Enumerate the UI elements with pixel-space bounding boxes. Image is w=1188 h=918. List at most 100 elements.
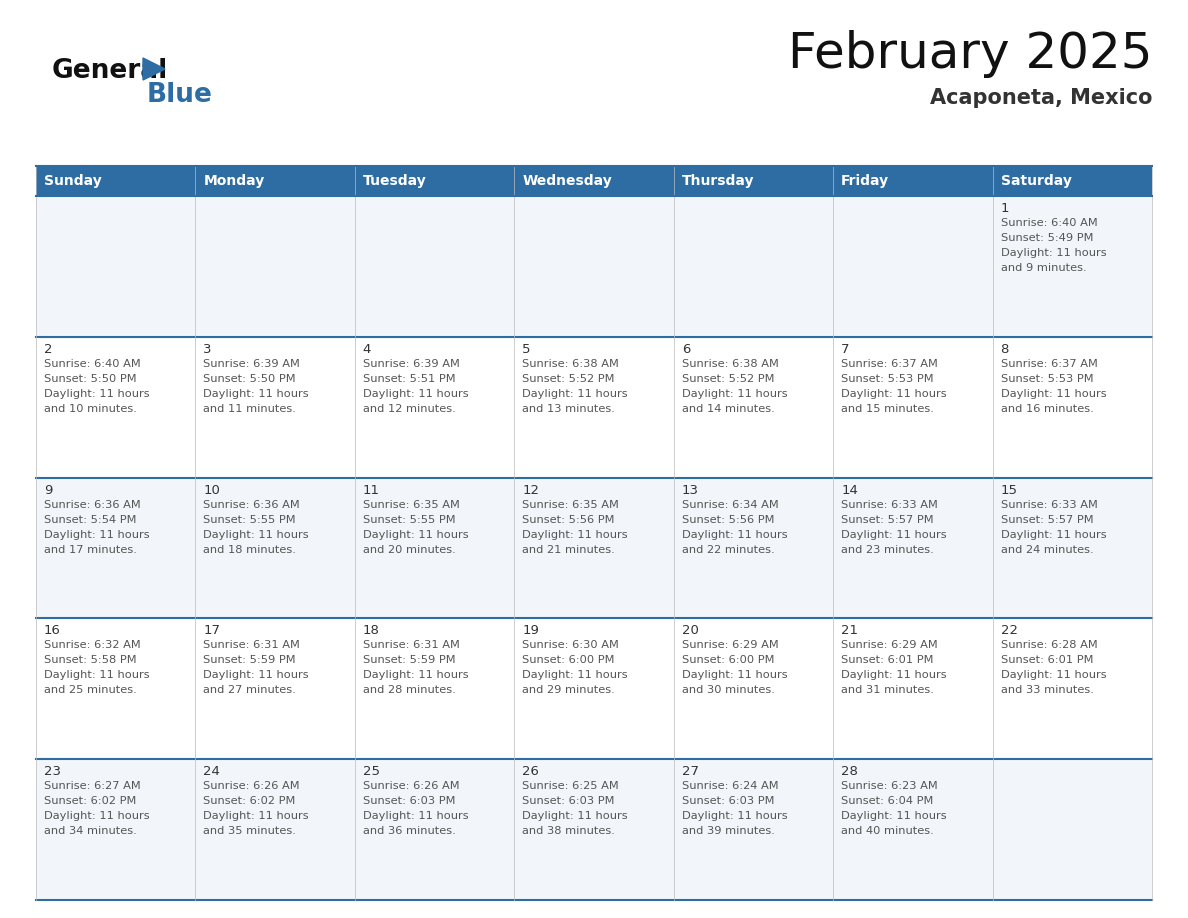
Text: Sunrise: 6:27 AM: Sunrise: 6:27 AM [44,781,140,791]
Text: Sunset: 5:55 PM: Sunset: 5:55 PM [362,515,455,524]
Bar [833,619,992,759]
Text: 6: 6 [682,342,690,356]
Bar [36,619,196,759]
Text: Sunset: 5:52 PM: Sunset: 5:52 PM [523,374,614,384]
Text: 8: 8 [1000,342,1009,356]
Text: and 31 minutes.: and 31 minutes. [841,686,934,696]
Text: 18: 18 [362,624,380,637]
Text: 28: 28 [841,766,858,778]
Text: Daylight: 11 hours: Daylight: 11 hours [203,530,309,540]
Bar [36,337,196,477]
Text: 19: 19 [523,624,539,637]
Text: and 21 minutes.: and 21 minutes. [523,544,615,554]
Text: Sunset: 5:57 PM: Sunset: 5:57 PM [1000,515,1093,524]
Text: Daylight: 11 hours: Daylight: 11 hours [44,812,150,822]
Text: Sunrise: 6:35 AM: Sunrise: 6:35 AM [523,499,619,509]
Text: Sunrise: 6:26 AM: Sunrise: 6:26 AM [362,781,460,791]
Text: and 20 minutes.: and 20 minutes. [362,544,456,554]
Text: Sunset: 6:00 PM: Sunset: 6:00 PM [523,655,614,666]
Text: Sunset: 5:50 PM: Sunset: 5:50 PM [44,374,137,384]
Text: and 23 minutes.: and 23 minutes. [841,544,934,554]
Text: 15: 15 [1000,484,1018,497]
Text: February 2025: February 2025 [788,30,1152,78]
Bar [36,759,196,900]
Text: Sunrise: 6:29 AM: Sunrise: 6:29 AM [841,641,937,650]
Text: 26: 26 [523,766,539,778]
Bar [674,196,833,337]
Text: Sunset: 5:59 PM: Sunset: 5:59 PM [203,655,296,666]
Text: Sunrise: 6:35 AM: Sunrise: 6:35 AM [362,499,460,509]
Bar [992,337,1152,477]
Text: 21: 21 [841,624,858,637]
Text: Daylight: 11 hours: Daylight: 11 hours [203,670,309,680]
Text: Sunrise: 6:29 AM: Sunrise: 6:29 AM [682,641,778,650]
Text: Daylight: 11 hours: Daylight: 11 hours [682,530,788,540]
Bar [355,619,514,759]
Text: Daylight: 11 hours: Daylight: 11 hours [841,812,947,822]
Text: Sunset: 5:53 PM: Sunset: 5:53 PM [1000,374,1093,384]
Text: Thursday: Thursday [682,174,754,188]
Bar [355,477,514,619]
Bar [674,477,833,619]
Text: Sunset: 6:02 PM: Sunset: 6:02 PM [203,796,296,806]
Bar [196,166,355,196]
Text: Daylight: 11 hours: Daylight: 11 hours [1000,670,1106,680]
Text: Friday: Friday [841,174,890,188]
Text: Sunset: 5:49 PM: Sunset: 5:49 PM [1000,233,1093,243]
Text: and 9 minutes.: and 9 minutes. [1000,263,1086,273]
Bar [674,759,833,900]
Text: and 13 minutes.: and 13 minutes. [523,404,615,414]
Text: Sunrise: 6:33 AM: Sunrise: 6:33 AM [1000,499,1098,509]
Text: Sunrise: 6:31 AM: Sunrise: 6:31 AM [362,641,460,650]
Bar [992,759,1152,900]
Text: Sunrise: 6:31 AM: Sunrise: 6:31 AM [203,641,301,650]
Text: Sunset: 5:57 PM: Sunset: 5:57 PM [841,515,934,524]
Text: Sunset: 6:01 PM: Sunset: 6:01 PM [841,655,934,666]
Text: and 12 minutes.: and 12 minutes. [362,404,456,414]
Text: 16: 16 [44,624,61,637]
Text: and 35 minutes.: and 35 minutes. [203,826,296,836]
Text: Daylight: 11 hours: Daylight: 11 hours [682,812,788,822]
Bar [992,196,1152,337]
Text: Acaponeta, Mexico: Acaponeta, Mexico [929,88,1152,108]
Text: Wednesday: Wednesday [523,174,612,188]
Text: Sunset: 5:51 PM: Sunset: 5:51 PM [362,374,455,384]
Text: Daylight: 11 hours: Daylight: 11 hours [203,389,309,398]
Text: 17: 17 [203,624,221,637]
Text: Daylight: 11 hours: Daylight: 11 hours [523,389,628,398]
Text: Sunset: 5:53 PM: Sunset: 5:53 PM [841,374,934,384]
Text: Sunrise: 6:38 AM: Sunrise: 6:38 AM [523,359,619,369]
Bar [196,477,355,619]
Text: Sunrise: 6:39 AM: Sunrise: 6:39 AM [203,359,301,369]
Text: 9: 9 [44,484,52,497]
Bar [833,196,992,337]
Text: Sunrise: 6:26 AM: Sunrise: 6:26 AM [203,781,301,791]
Text: and 39 minutes.: and 39 minutes. [682,826,775,836]
Bar [674,619,833,759]
Text: Sunset: 5:59 PM: Sunset: 5:59 PM [362,655,455,666]
Text: Sunrise: 6:30 AM: Sunrise: 6:30 AM [523,641,619,650]
Text: Daylight: 11 hours: Daylight: 11 hours [1000,530,1106,540]
Text: and 34 minutes.: and 34 minutes. [44,826,137,836]
Text: and 36 minutes.: and 36 minutes. [362,826,456,836]
Text: 25: 25 [362,766,380,778]
Text: Daylight: 11 hours: Daylight: 11 hours [523,812,628,822]
Text: Daylight: 11 hours: Daylight: 11 hours [682,670,788,680]
Bar [514,759,674,900]
Text: Sunrise: 6:32 AM: Sunrise: 6:32 AM [44,641,140,650]
Bar [196,759,355,900]
Text: Sunset: 5:50 PM: Sunset: 5:50 PM [203,374,296,384]
Text: Sunrise: 6:33 AM: Sunrise: 6:33 AM [841,499,939,509]
Bar [514,477,674,619]
Text: Sunset: 5:52 PM: Sunset: 5:52 PM [682,374,775,384]
Text: 11: 11 [362,484,380,497]
Text: and 18 minutes.: and 18 minutes. [203,544,296,554]
Bar [355,196,514,337]
Text: 13: 13 [682,484,699,497]
Bar [355,759,514,900]
Text: Sunset: 5:54 PM: Sunset: 5:54 PM [44,515,137,524]
Text: and 28 minutes.: and 28 minutes. [362,686,456,696]
Bar [833,759,992,900]
Bar [833,166,992,196]
Bar [833,337,992,477]
